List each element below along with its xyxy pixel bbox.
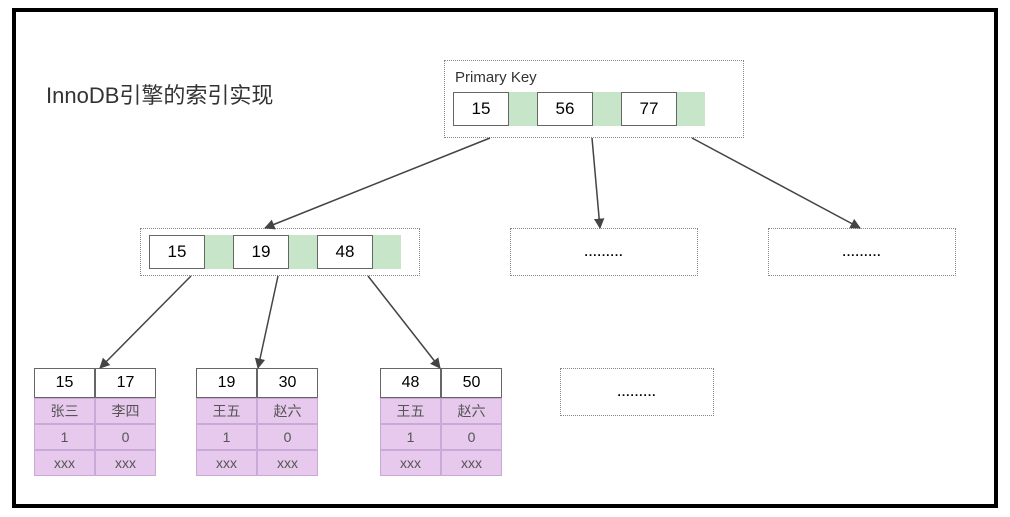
root-key: 77 (621, 92, 677, 126)
root-pointer (677, 92, 705, 126)
leaf-data-cell: xxx (95, 450, 156, 476)
internal-key: 48 (317, 235, 373, 269)
diagram-title: InnoDB引擎的索引实现 (46, 78, 273, 110)
leaf-data-row: 10 (196, 424, 318, 450)
root-key-row: 15 56 77 (453, 92, 735, 126)
leaf-data-cell: 0 (441, 424, 502, 450)
root-label: Primary Key (455, 69, 735, 86)
leaf-data-row: 10 (34, 424, 156, 450)
leaf-key-row: 1930 (196, 368, 318, 398)
leaf-data-cell: 1 (196, 424, 257, 450)
root-pointer (509, 92, 537, 126)
internal-pointer (205, 235, 233, 269)
leaf-data-cell: 赵六 (441, 398, 502, 424)
internal-key-row: 15 19 48 (149, 235, 411, 269)
internal-node-ellipsis: ......... (768, 228, 956, 276)
leaf-data-cell: xxx (257, 450, 318, 476)
leaf-data-cell: 王五 (380, 398, 441, 424)
leaf-data-cell: 李四 (95, 398, 156, 424)
leaf-key-row: 1517 (34, 368, 156, 398)
leaf-data-row: xxxxxx (34, 450, 156, 476)
root-node: Primary Key 15 56 77 (444, 60, 744, 138)
leaf-data-cell: 赵六 (257, 398, 318, 424)
root-pointer (593, 92, 621, 126)
root-key: 15 (453, 92, 509, 126)
leaf-node: 1930王五赵六10xxxxxx (196, 368, 318, 476)
leaf-data-cell: 0 (95, 424, 156, 450)
leaf-data-cell: xxx (34, 450, 95, 476)
leaf-data-cell: 王五 (196, 398, 257, 424)
root-key: 56 (537, 92, 593, 126)
leaf-data-row: 10 (380, 424, 502, 450)
leaf-key: 48 (380, 368, 441, 398)
leaf-key: 30 (257, 368, 318, 398)
internal-pointer (373, 235, 401, 269)
leaf-data-row: 王五赵六 (380, 398, 502, 424)
leaf-data-row: xxxxxx (380, 450, 502, 476)
leaf-data-cell: 0 (257, 424, 318, 450)
leaf-data-row: xxxxxx (196, 450, 318, 476)
leaf-node: 4850王五赵六10xxxxxx (380, 368, 502, 476)
leaf-key: 17 (95, 368, 156, 398)
leaf-data-cell: xxx (380, 450, 441, 476)
leaf-data-row: 张三李四 (34, 398, 156, 424)
leaf-data-cell: 1 (380, 424, 441, 450)
internal-node-ellipsis: ......... (510, 228, 698, 276)
leaf-key-row: 4850 (380, 368, 502, 398)
leaf-data-cell: 1 (34, 424, 95, 450)
leaf-ellipsis: ......... (560, 368, 714, 416)
leaf-data-row: 王五赵六 (196, 398, 318, 424)
leaf-data-cell: xxx (196, 450, 257, 476)
leaf-data-cell: 张三 (34, 398, 95, 424)
leaf-key: 50 (441, 368, 502, 398)
leaf-key: 15 (34, 368, 95, 398)
leaf-key: 19 (196, 368, 257, 398)
internal-pointer (289, 235, 317, 269)
leaf-data-cell: xxx (441, 450, 502, 476)
internal-key: 19 (233, 235, 289, 269)
internal-key: 15 (149, 235, 205, 269)
internal-node: 15 19 48 (140, 228, 420, 276)
leaf-node: 1517张三李四10xxxxxx (34, 368, 156, 476)
